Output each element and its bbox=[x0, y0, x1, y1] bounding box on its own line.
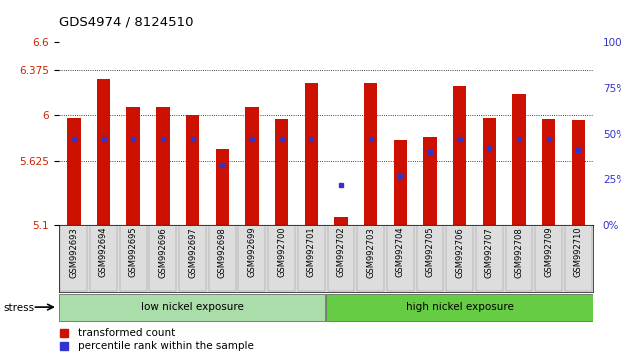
Bar bbox=[215, 149, 229, 225]
Bar bbox=[67, 118, 81, 225]
FancyBboxPatch shape bbox=[60, 225, 87, 291]
FancyBboxPatch shape bbox=[357, 225, 384, 291]
Text: high nickel exposure: high nickel exposure bbox=[406, 302, 514, 312]
Bar bbox=[453, 86, 466, 225]
Bar bbox=[512, 93, 525, 225]
Text: GSM992705: GSM992705 bbox=[425, 227, 434, 278]
Text: transformed count: transformed count bbox=[78, 328, 175, 338]
Text: GSM992694: GSM992694 bbox=[99, 227, 108, 278]
Bar bbox=[275, 119, 288, 225]
Text: GSM992709: GSM992709 bbox=[544, 227, 553, 278]
Text: GSM992693: GSM992693 bbox=[70, 227, 78, 278]
FancyBboxPatch shape bbox=[535, 225, 562, 291]
FancyBboxPatch shape bbox=[417, 225, 443, 291]
FancyBboxPatch shape bbox=[150, 225, 176, 291]
Text: GSM992695: GSM992695 bbox=[129, 227, 138, 278]
Text: GSM992699: GSM992699 bbox=[247, 227, 256, 278]
FancyBboxPatch shape bbox=[387, 225, 414, 291]
Bar bbox=[334, 217, 348, 225]
Text: GSM992708: GSM992708 bbox=[514, 227, 524, 278]
Text: GSM992706: GSM992706 bbox=[455, 227, 464, 278]
Bar bbox=[127, 107, 140, 225]
Text: GSM992710: GSM992710 bbox=[574, 227, 582, 278]
FancyBboxPatch shape bbox=[326, 293, 593, 321]
Text: GSM992697: GSM992697 bbox=[188, 227, 197, 278]
Bar bbox=[571, 120, 585, 225]
FancyBboxPatch shape bbox=[238, 225, 265, 291]
Text: GSM992707: GSM992707 bbox=[485, 227, 494, 278]
Bar bbox=[245, 107, 258, 225]
FancyBboxPatch shape bbox=[209, 225, 235, 291]
FancyBboxPatch shape bbox=[59, 293, 325, 321]
Text: percentile rank within the sample: percentile rank within the sample bbox=[78, 341, 253, 352]
Bar bbox=[423, 137, 437, 225]
Bar bbox=[542, 119, 555, 225]
FancyBboxPatch shape bbox=[476, 225, 502, 291]
Bar bbox=[304, 82, 318, 225]
FancyBboxPatch shape bbox=[505, 225, 532, 291]
Text: GSM992700: GSM992700 bbox=[277, 227, 286, 278]
FancyBboxPatch shape bbox=[268, 225, 295, 291]
Text: GSM992703: GSM992703 bbox=[366, 227, 375, 278]
FancyBboxPatch shape bbox=[298, 225, 325, 291]
FancyBboxPatch shape bbox=[90, 225, 117, 291]
FancyBboxPatch shape bbox=[179, 225, 206, 291]
Text: low nickel exposure: low nickel exposure bbox=[141, 302, 244, 312]
Bar bbox=[483, 118, 496, 225]
FancyBboxPatch shape bbox=[446, 225, 473, 291]
Text: GDS4974 / 8124510: GDS4974 / 8124510 bbox=[59, 16, 194, 29]
Text: GSM992702: GSM992702 bbox=[337, 227, 345, 278]
Text: GSM992704: GSM992704 bbox=[396, 227, 405, 278]
Bar bbox=[364, 82, 377, 225]
Bar bbox=[97, 79, 110, 225]
FancyBboxPatch shape bbox=[120, 225, 147, 291]
FancyBboxPatch shape bbox=[327, 225, 354, 291]
Bar bbox=[186, 115, 199, 225]
Text: GSM992701: GSM992701 bbox=[307, 227, 315, 278]
Bar bbox=[156, 107, 170, 225]
FancyBboxPatch shape bbox=[565, 225, 592, 291]
Text: GSM992698: GSM992698 bbox=[218, 227, 227, 278]
Text: stress: stress bbox=[3, 303, 34, 313]
Text: GSM992696: GSM992696 bbox=[158, 227, 167, 278]
Bar bbox=[394, 140, 407, 225]
